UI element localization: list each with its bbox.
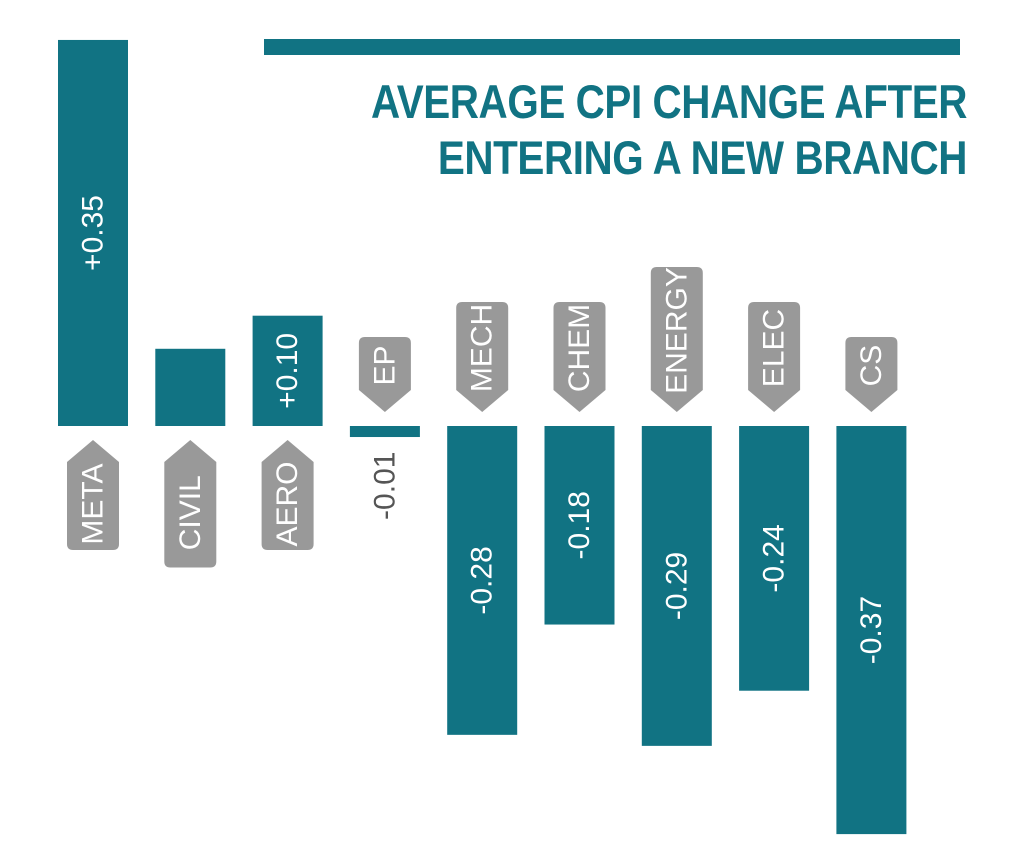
category-label-mech: MECH	[466, 304, 499, 392]
value-label-elec: -0.24	[758, 524, 791, 592]
category-tag-chem	[553, 302, 606, 412]
title-accent-bar	[264, 39, 960, 55]
bar-elec	[739, 426, 810, 691]
chart-title-line-2: ENTERING A NEW BRANCH	[437, 131, 968, 184]
value-label-chem: -0.18	[563, 491, 596, 559]
category-label-civil: CIVIL	[174, 475, 207, 550]
category-tag-meta	[67, 440, 119, 550]
bar-cs	[836, 426, 907, 835]
category-tag-cs	[845, 337, 898, 412]
category-tag-mech	[456, 302, 509, 412]
category-tag-elec	[748, 302, 801, 412]
category-label-elec: ELEC	[758, 309, 791, 387]
value-label-cs: -0.37	[855, 596, 888, 664]
value-label-aero: +0.10	[271, 333, 304, 409]
bar-civil	[155, 348, 226, 426]
category-tag-aero	[261, 440, 314, 550]
bar-energy	[641, 426, 712, 746]
value-label-mech: -0.28	[466, 546, 499, 614]
bar-aero	[252, 315, 323, 426]
value-label-ep: -0.01	[368, 452, 401, 520]
chart-title-line-1: AVERAGE CPI CHANGE AFTER	[370, 75, 967, 128]
bar-ep	[349, 426, 420, 438]
category-label-chem: CHEM	[563, 304, 596, 392]
chart-title: AVERAGE CPI CHANGE AFTER ENTERING A NEW …	[365, 74, 967, 186]
category-label-energy: ENERGY	[660, 267, 693, 394]
category-label-cs: CS	[855, 345, 888, 387]
category-label-ep: EP	[368, 345, 401, 385]
value-label-meta: +0.35	[77, 195, 110, 271]
category-label-aero: AERO	[271, 461, 304, 546]
category-tag-ep	[358, 337, 411, 412]
bar-mech	[447, 426, 518, 735]
category-label-meta: META	[77, 463, 110, 544]
category-tag-civil	[164, 440, 217, 568]
bar-meta	[58, 39, 128, 426]
value-label-energy: -0.29	[660, 552, 693, 620]
bar-chem	[544, 426, 615, 625]
category-tag-energy	[650, 267, 703, 412]
